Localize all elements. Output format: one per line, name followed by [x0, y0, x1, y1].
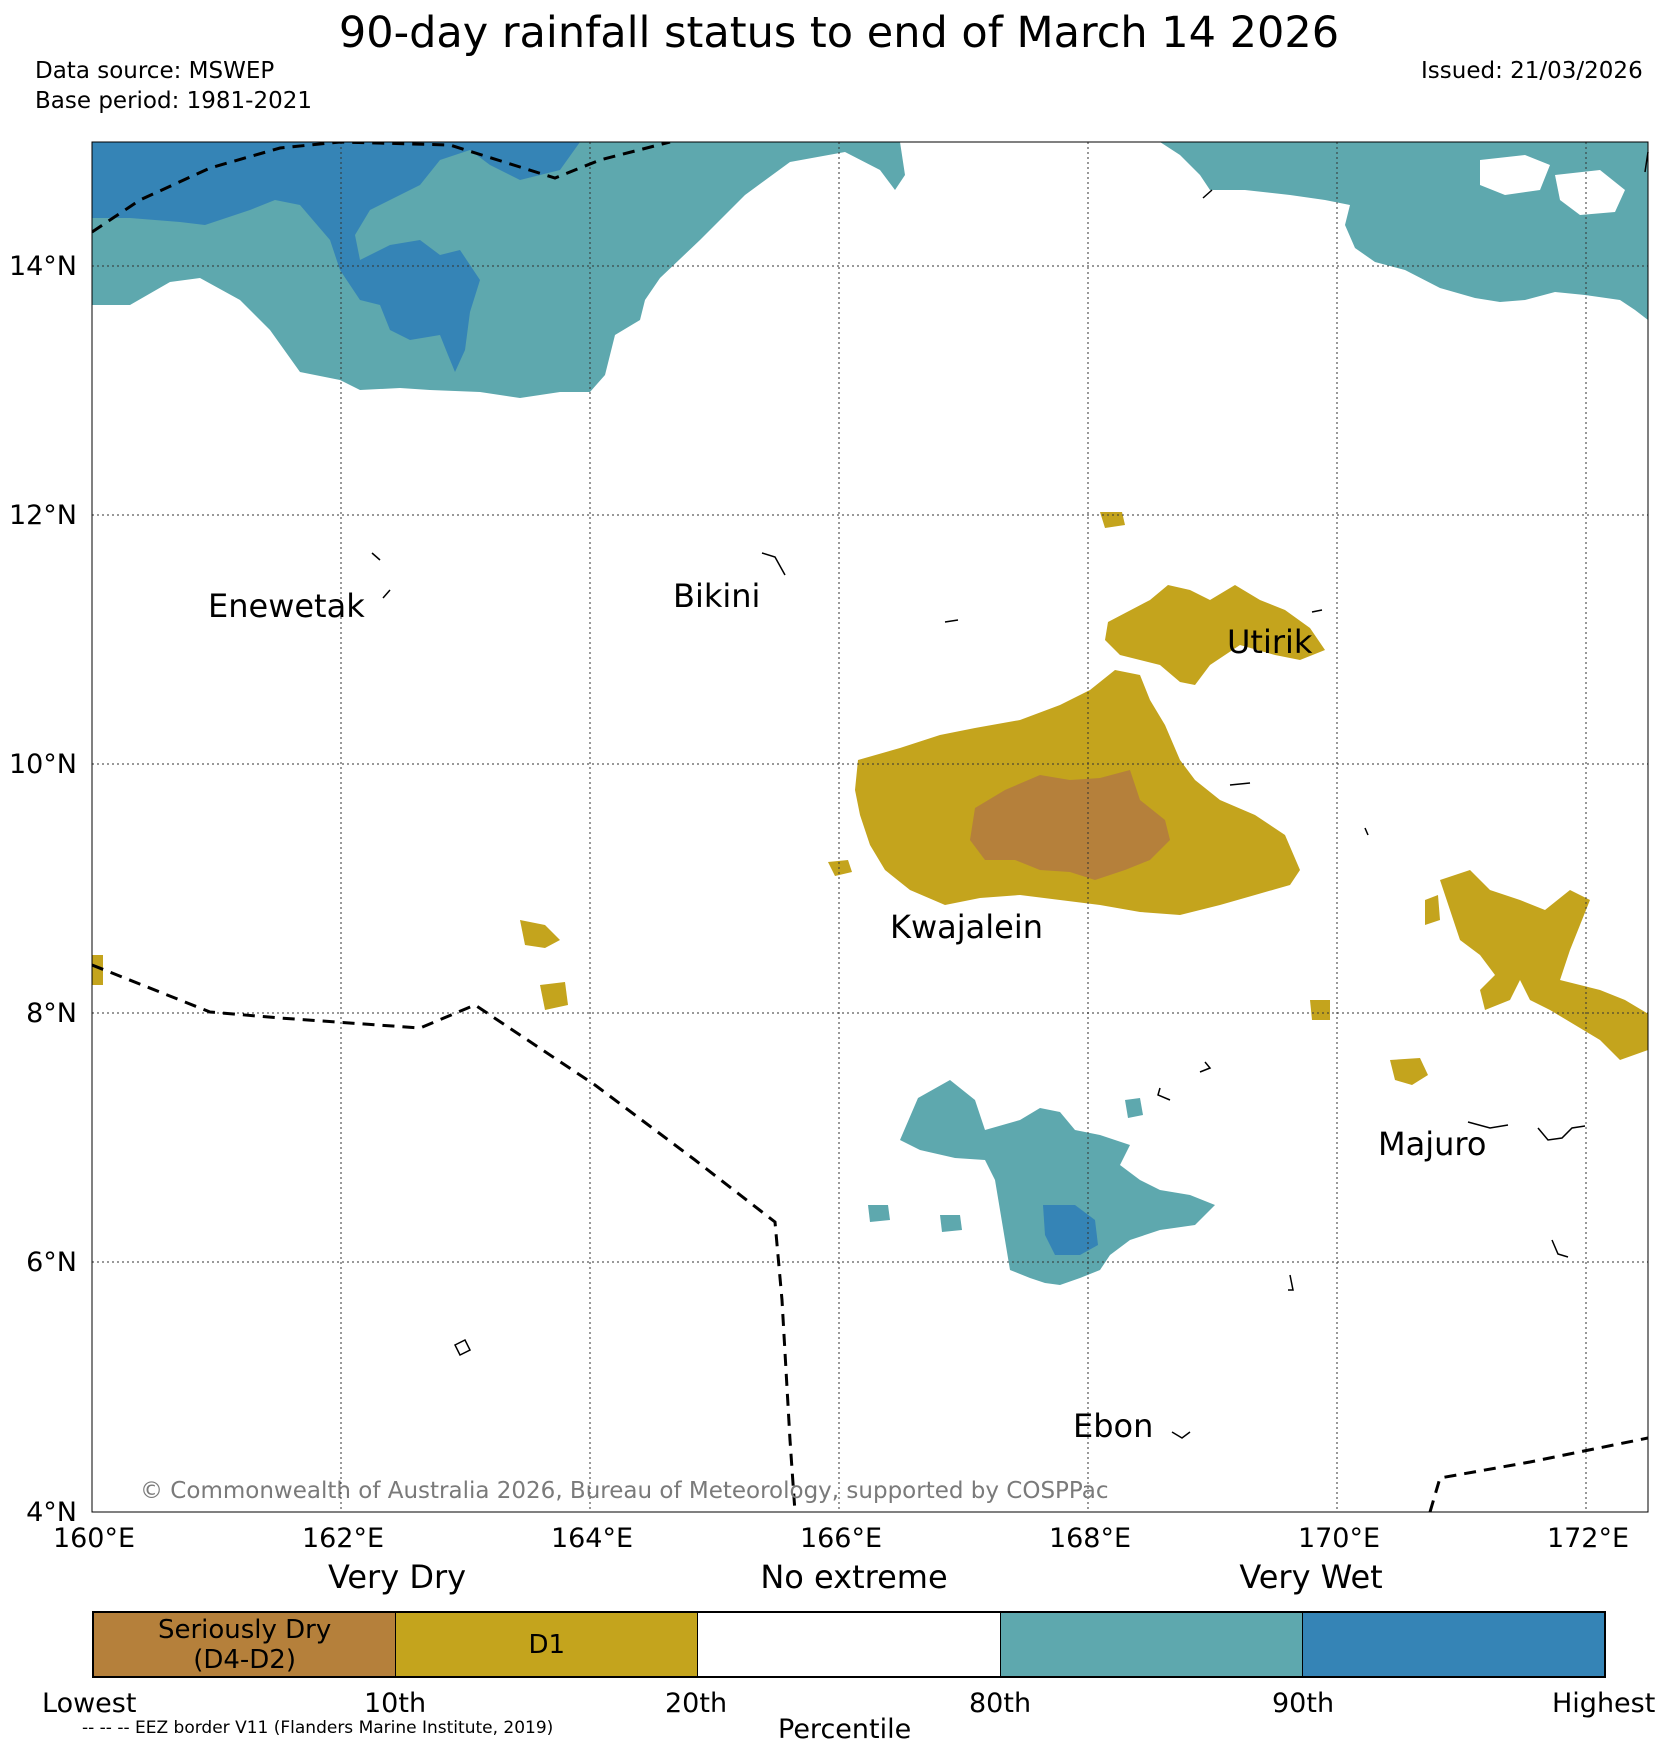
wet-spot-2: [940, 1215, 962, 1232]
d1-spot-2: [520, 920, 560, 948]
d1-spot-3: [540, 982, 568, 1010]
issued-date: Issued: 21/03/2026: [1421, 58, 1643, 84]
wet-region-south: [900, 1080, 1215, 1285]
legend-seriously-dry-label: Seriously Dry: [157, 1614, 332, 1645]
lat-tick: 6°N: [26, 1247, 77, 1278]
d1-spot-4: [92, 955, 103, 985]
white-gap-ne-2: [1555, 170, 1625, 215]
place-label-majuro: Majuro: [1378, 1125, 1486, 1163]
place-label-utirik: Utirik: [1227, 623, 1313, 661]
legend-tick-highest: Highest: [1552, 1688, 1656, 1719]
seriously-dry-region-kwajalein: [970, 770, 1170, 880]
lon-tick: 172°E: [1547, 1523, 1629, 1554]
legend-segment-very-wet: [1302, 1613, 1605, 1676]
place-label-enewetak: Enewetak: [208, 587, 365, 625]
lon-tick: 166°E: [800, 1523, 882, 1554]
wet-spot-3: [1125, 1098, 1143, 1118]
lon-tick: 168°E: [1049, 1523, 1131, 1554]
place-label-kwajalein: Kwajalein: [890, 908, 1043, 946]
lon-tick: 170°E: [1298, 1523, 1380, 1554]
data-source: Data source: MSWEP: [35, 58, 275, 84]
lon-tick: 160°E: [53, 1523, 135, 1554]
eez-borders: [92, 142, 1648, 1512]
d1-spot-1: [1390, 1058, 1428, 1085]
legend-segment-wet: [1000, 1613, 1303, 1676]
legend-tick-lowest: Lowest: [42, 1688, 137, 1719]
legend-segment-seriously-dry: Seriously Dry (D4-D2): [94, 1613, 397, 1676]
legend-tick-10th: 10th: [364, 1688, 427, 1719]
d1-spot-8: [1310, 1000, 1330, 1020]
rainfall-regions: [92, 142, 1648, 1285]
d1-spot-7: [1425, 895, 1440, 925]
category-no-extreme: No extreme: [760, 1558, 947, 1596]
legend-tick-90th: 90th: [1272, 1688, 1335, 1719]
legend-axis-label: Percentile: [778, 1714, 912, 1745]
legend-tick-20th: 20th: [665, 1688, 728, 1719]
wet-spot-1: [868, 1205, 890, 1222]
legend-d1-label: D1: [528, 1629, 566, 1660]
legend-segment-no-extreme: [698, 1613, 1001, 1676]
lat-tick: 10°N: [9, 749, 77, 780]
d1-region-east: [1440, 870, 1648, 1060]
map-title: 90-day rainfall status to end of March 1…: [338, 8, 1340, 58]
legend-colorbar: Seriously Dry (D4-D2) D1: [92, 1611, 1606, 1678]
place-label-ebon: Ebon: [1073, 1407, 1153, 1445]
eez-border-note: -- -- -- EEZ border V11 (Flanders Marine…: [82, 1718, 554, 1738]
lat-tick: 14°N: [9, 251, 77, 282]
wet-region-ne: [1160, 142, 1648, 320]
base-period: Base period: 1981-2021: [35, 88, 313, 114]
island-outlines: [371, 151, 1649, 1439]
lat-tick: 4°N: [26, 1497, 77, 1528]
legend-seriously-dry-sublabel: (D4-D2): [193, 1644, 296, 1675]
copyright-notice: © Commonwealth of Australia 2026, Bureau…: [140, 1478, 1109, 1504]
white-gap-ne-1: [1480, 155, 1550, 195]
category-very-dry: Very Dry: [328, 1558, 466, 1596]
lat-tick: 8°N: [26, 998, 77, 1029]
very-wet-region-south: [1043, 1205, 1098, 1255]
lat-tick: 12°N: [9, 500, 77, 531]
map-frame: [91, 141, 1649, 1513]
category-very-wet: Very Wet: [1239, 1558, 1382, 1596]
lon-tick: 164°E: [551, 1523, 633, 1554]
d1-region-utirik: [1105, 585, 1325, 685]
d1-spot-6: [1100, 512, 1125, 528]
legend-tick-80th: 80th: [969, 1688, 1032, 1719]
place-label-bikini: Bikini: [673, 577, 760, 615]
wet-region-north: [92, 142, 905, 398]
very-wet-region-north: [92, 142, 580, 372]
lon-tick: 162°E: [302, 1523, 384, 1554]
gridlines: [92, 142, 1648, 1512]
legend-segment-d1: D1: [396, 1613, 699, 1676]
d1-spot-5: [828, 860, 852, 876]
